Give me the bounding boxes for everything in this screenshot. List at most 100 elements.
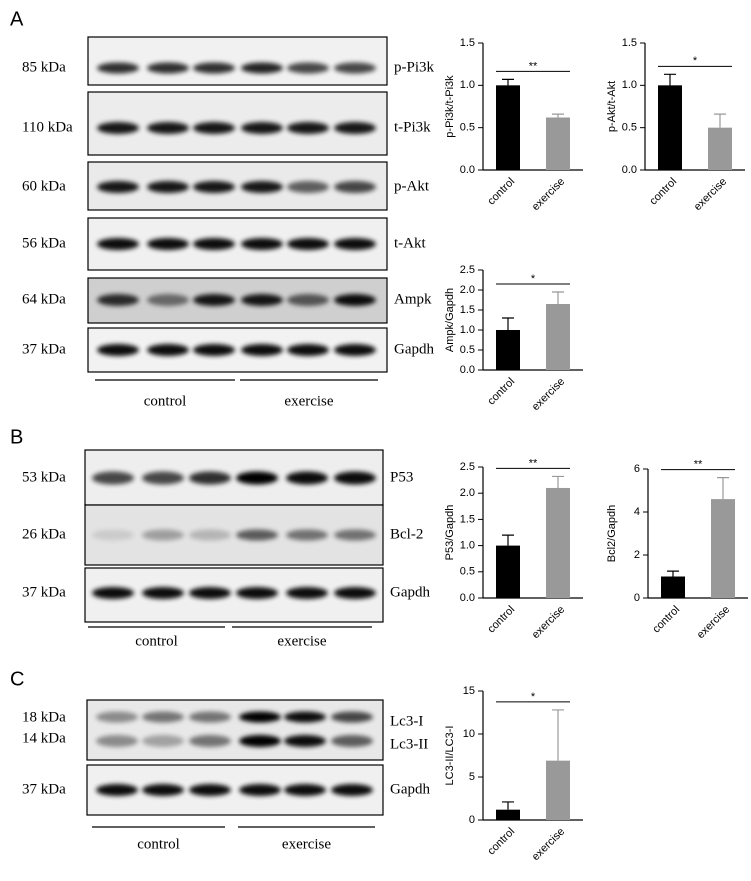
blot-box [84,449,384,506]
blot-band [142,529,184,541]
blot-band [331,711,373,723]
bar [546,117,570,170]
x-tick-label: control [485,826,517,858]
x-tick-label: control [485,376,517,408]
significance-label: ** [529,60,538,72]
y-tick-label: 1.0 [460,540,475,552]
y-tick-label: 0.5 [622,122,637,134]
blot-band [287,238,329,250]
blot-box [84,567,384,623]
y-axis-label: p-Pi3k/t-Pi3k [444,75,456,138]
blot-band [147,122,189,134]
y-tick-label: 4 [634,506,640,518]
blot-band [97,344,139,356]
error-bar [502,801,514,810]
blot-band [287,62,329,74]
kda-label: 85 kDa [22,59,66,75]
blot-band [241,122,283,134]
x-tick-label: exercise [530,826,567,863]
blot-band [241,344,283,356]
kda-label: 37 kDa [22,341,66,357]
protein-label: p-Akt [394,178,430,194]
blot-box [84,504,384,566]
panel-letter: B [10,426,23,448]
blot-band [334,62,376,74]
error-bar [502,78,514,86]
blot-band [287,294,329,306]
blot-box [87,36,388,86]
kda-label: 37 kDa [22,781,66,797]
y-tick-label: 10 [463,728,475,740]
y-tick-label: 1.5 [622,37,637,49]
blot-band [334,471,376,485]
blot-band [189,587,231,599]
bar [496,809,520,820]
blot-band [334,181,376,193]
blot-band [97,181,139,193]
blot-band [92,587,134,599]
kda-label: 26 kDa [22,526,66,542]
group-label: exercise [282,836,331,852]
blot-band [287,122,329,134]
y-tick-label: 0.5 [460,122,475,134]
blot-band [147,238,189,250]
blot-box [86,699,384,761]
group-label: control [144,393,187,409]
blot-band [96,784,138,796]
blot-band [241,294,283,306]
significance-label: ** [694,459,703,471]
y-tick-label: 0.0 [460,164,475,176]
blot-band [334,587,376,599]
x-tick-label: exercise [530,176,567,213]
bar [661,576,685,598]
kda-label: 64 kDa [22,291,66,307]
significance-label: * [693,55,698,67]
protein-label: Lc3-I [390,713,423,729]
bar [496,330,520,370]
bar [711,499,735,598]
blot-band [97,62,139,74]
error-bar [552,475,564,488]
blot-band [142,711,184,723]
blot-band [236,587,278,599]
group-label: exercise [284,393,333,409]
error-bar [667,570,679,577]
error-bar [552,113,564,118]
blot-band [189,529,231,541]
protein-label: P53 [390,469,413,485]
blot-band [189,784,231,796]
blot-band [286,587,328,599]
blot-band [189,735,231,747]
bar [546,760,570,820]
kda-label: 60 kDa [22,178,66,194]
error-bar [552,291,564,304]
blot-band [193,122,235,134]
blot-band [193,294,235,306]
protein-label: Gapdh [394,341,434,357]
x-tick-label: exercise [692,176,729,213]
bar [546,304,570,370]
blot-band [241,238,283,250]
x-tick-label: control [647,176,679,208]
error-bar [664,73,676,86]
blot-band [284,711,326,723]
y-axis-label: LC3-II/LC3-I [444,726,456,786]
protein-label: Gapdh [390,584,430,600]
x-tick-label: control [485,604,517,636]
blot-band [92,529,134,541]
protein-label: t-Pi3k [394,119,431,135]
blot-band [97,294,139,306]
y-tick-label: 2.5 [460,461,475,473]
x-tick-label: control [485,176,517,208]
y-tick-label: 0 [634,592,640,604]
blot-band [287,344,329,356]
blot-band [284,735,326,747]
panel-letter: C [10,668,24,690]
blot-band [236,529,278,541]
y-tick-label: 0.0 [460,364,475,376]
protein-label: Ampk [394,291,432,307]
error-bar [502,534,514,546]
kda-label: 53 kDa [22,469,66,485]
blot-band [142,784,184,796]
blot-band [189,711,231,723]
